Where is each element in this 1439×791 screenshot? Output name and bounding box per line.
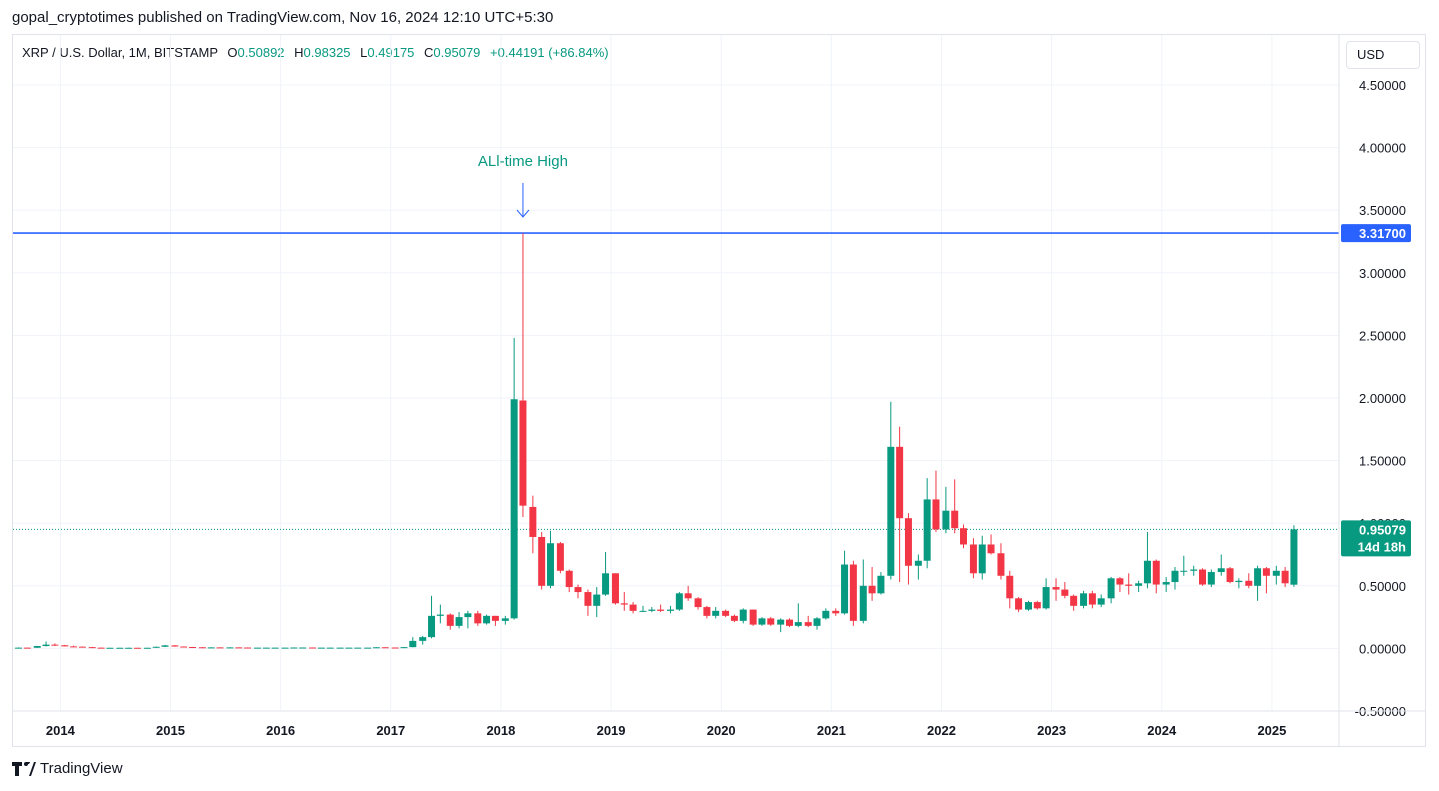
change-value: +0.44191 (+86.84%) xyxy=(490,45,609,60)
low-value: 0.49175 xyxy=(367,45,415,60)
low-label: L xyxy=(360,45,368,60)
footer-brand[interactable]: TradingView xyxy=(12,760,123,777)
tradingview-logo-icon xyxy=(12,761,36,776)
symbol-title[interactable]: XRP / U.S. Dollar, 1M, BITSTAMP xyxy=(22,45,218,60)
close-value: 0.95079 xyxy=(433,45,481,60)
currency-button[interactable]: USD xyxy=(1346,41,1420,69)
open-label: O xyxy=(227,45,238,60)
close-label: C xyxy=(424,45,434,60)
open-value: 0.50892 xyxy=(237,45,285,60)
high-label: H xyxy=(294,45,304,60)
footer-brand-text: TradingView xyxy=(40,760,123,777)
high-value: 0.98325 xyxy=(303,45,351,60)
chart-frame xyxy=(12,34,1426,747)
publisher-line: gopal_cryptotimes published on TradingVi… xyxy=(12,9,554,26)
symbol-legend: XRP / U.S. Dollar, 1M, BITSTAMP O0.50892… xyxy=(22,45,609,60)
